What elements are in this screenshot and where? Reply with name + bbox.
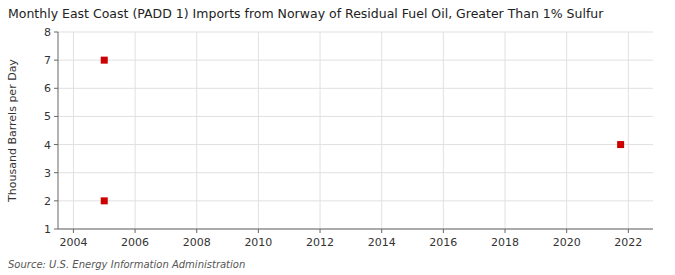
x-tick bbox=[258, 229, 259, 233]
y-tick-label: 4 bbox=[44, 139, 51, 152]
y-grid-line bbox=[58, 144, 653, 145]
x-tick-label: 2012 bbox=[306, 236, 334, 249]
source-text: Source: U.S. Energy Information Administ… bbox=[8, 259, 245, 270]
grid bbox=[58, 32, 653, 229]
x-tick bbox=[505, 229, 506, 233]
x-tick-label: 2022 bbox=[614, 236, 642, 249]
title: Monthly East Coast (PADD 1) Imports from… bbox=[8, 6, 604, 21]
x-axis-line bbox=[58, 229, 653, 230]
x-grid-line bbox=[196, 32, 197, 229]
x-tick-label: 2006 bbox=[121, 236, 149, 249]
x-grid-line bbox=[73, 32, 74, 229]
x-grid-line bbox=[505, 32, 506, 229]
x-grid-line bbox=[566, 32, 567, 229]
x-grid-line bbox=[628, 32, 629, 229]
y-tick-label: 5 bbox=[44, 110, 51, 123]
y-tick bbox=[54, 144, 58, 145]
x-tick bbox=[628, 229, 629, 233]
y-tick bbox=[54, 88, 58, 89]
x-tick bbox=[443, 229, 444, 233]
x-tick bbox=[566, 229, 567, 233]
x-tick bbox=[320, 229, 321, 233]
x-grid-line bbox=[381, 32, 382, 229]
x-grid-line bbox=[258, 32, 259, 229]
axes: 1 2 3 4 5 6 7 8 2004 2006 2008 2010 2012 2014 2016 2018… bbox=[44, 26, 653, 249]
chart-container: Monthly East Coast (PADD 1) Imports from… bbox=[0, 0, 675, 275]
y-tick bbox=[54, 229, 58, 230]
y-grid-line bbox=[58, 32, 653, 33]
x-tick bbox=[196, 229, 197, 233]
point bbox=[101, 197, 108, 204]
y-tick-label: 8 bbox=[44, 26, 51, 39]
y-grid-line bbox=[58, 229, 653, 230]
y-grid-line bbox=[58, 200, 653, 201]
x-grid-line bbox=[443, 32, 444, 229]
y-tick-label: 3 bbox=[44, 167, 51, 180]
y-tick bbox=[54, 60, 58, 61]
y-axis-label: Thousand Barrels per Day bbox=[6, 59, 19, 203]
point bbox=[101, 57, 108, 64]
y-tick bbox=[54, 200, 58, 201]
points bbox=[101, 57, 624, 205]
y-grid-line bbox=[58, 116, 653, 117]
y-tick-label: 2 bbox=[44, 195, 51, 208]
x-tick bbox=[135, 229, 136, 233]
y-axis-line bbox=[58, 32, 59, 229]
x-grid-line bbox=[320, 32, 321, 229]
x-tick-label: 2018 bbox=[491, 236, 519, 249]
y-tick bbox=[54, 32, 58, 33]
y-grid-line bbox=[58, 88, 653, 89]
x-tick bbox=[73, 229, 74, 233]
y-grid-line bbox=[58, 172, 653, 173]
y-tick-label: 6 bbox=[44, 82, 51, 95]
x-tick-label: 2014 bbox=[368, 236, 396, 249]
y-tick bbox=[54, 172, 58, 173]
x-grid-line bbox=[135, 32, 136, 229]
y-tick bbox=[54, 116, 58, 117]
y-tick-label: 7 bbox=[44, 54, 51, 67]
point bbox=[617, 141, 624, 148]
x-tick-label: 2010 bbox=[244, 236, 272, 249]
chart-svg: Monthly East Coast (PADD 1) Imports from… bbox=[0, 0, 675, 275]
x-tick-label: 2008 bbox=[183, 236, 211, 249]
x-tick bbox=[381, 229, 382, 233]
y-tick-label: 1 bbox=[44, 223, 51, 236]
x-tick-label: 2020 bbox=[553, 236, 581, 249]
x-tick-label: 2016 bbox=[429, 236, 457, 249]
y-grid-line bbox=[58, 60, 653, 61]
x-tick-label: 2004 bbox=[59, 236, 87, 249]
